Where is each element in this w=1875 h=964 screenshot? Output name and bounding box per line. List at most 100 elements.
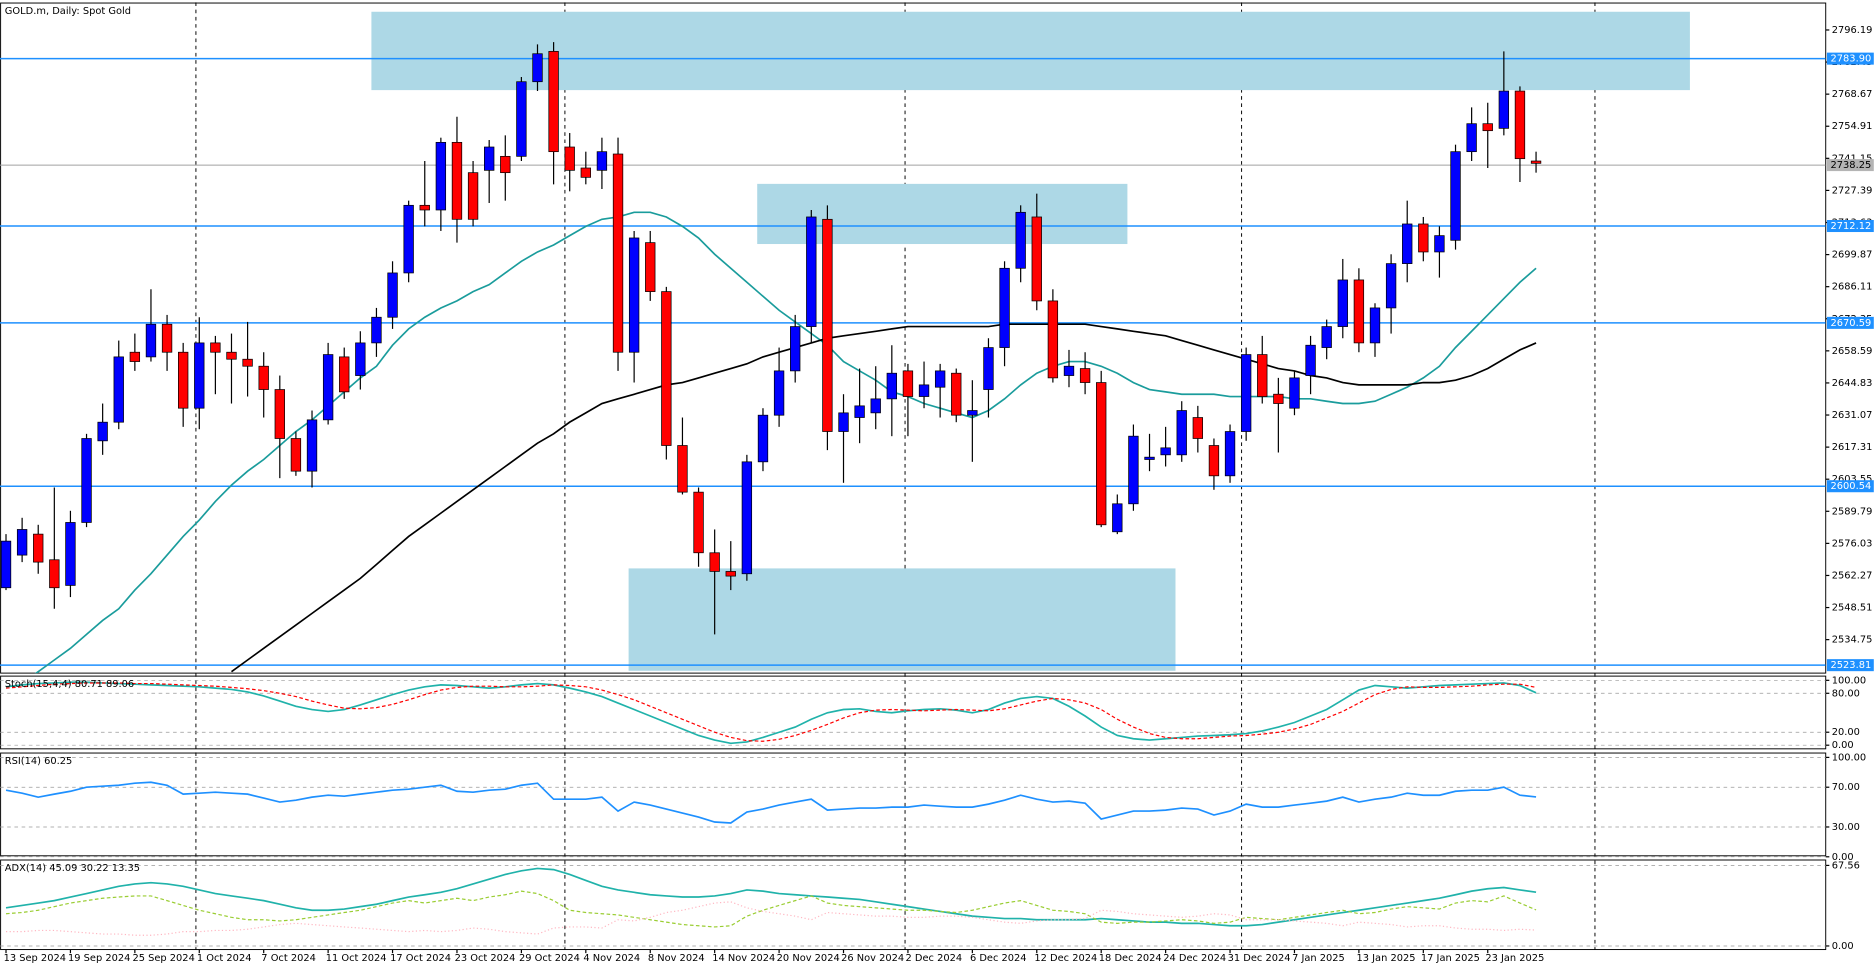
candle-body (918, 384, 930, 397)
x-tick-label: 14 Nov 2024 (712, 953, 775, 964)
candle-body (1192, 417, 1204, 439)
candle-body (773, 370, 785, 416)
candle-body (290, 438, 302, 472)
candle-body (596, 151, 608, 171)
y-tick-label: 2534.75 (1832, 635, 1873, 646)
period-separators (195, 2, 1596, 950)
candle-body (1160, 447, 1171, 456)
panel (0, 11, 1826, 674)
candle-body (1434, 235, 1445, 253)
y-tick-label: 100.00 (1832, 752, 1866, 763)
indicator-title: RSI(14) 60.25 (5, 756, 73, 767)
candle-body (999, 267, 1010, 348)
y-tick-label: 2741.15 (1832, 153, 1873, 164)
candle-body (129, 351, 141, 362)
x-tick-label: 2 Dec 2024 (906, 953, 963, 964)
candle-body (951, 372, 962, 416)
x-tick-label: 25 Sep 2024 (132, 953, 194, 964)
candle-body (886, 372, 897, 400)
panel-frame (0, 675, 1827, 750)
candle-body (484, 146, 495, 171)
level-label: 2783.90 (1831, 54, 1872, 65)
chart-title: GOLD.m, Daily: Spot Gold (5, 6, 131, 17)
y-tick-label: 100.00 (1832, 675, 1866, 686)
panel (5, 781, 1537, 824)
candle-body (580, 167, 591, 178)
candle-body (1305, 344, 1316, 376)
candle-body (806, 216, 817, 327)
candle-body (33, 533, 44, 563)
indicator-title: ADX(14) 45.09 30.22 13.35 (5, 863, 140, 874)
y-tick-label: 2768.67 (1832, 89, 1873, 100)
candle-body (435, 141, 447, 211)
y-tick-label: 0.00 (1832, 852, 1854, 863)
level-label-box (1826, 659, 1874, 672)
indicator-line (5, 890, 1537, 928)
current-price-box (1826, 159, 1874, 172)
x-tick-label: 20 Nov 2024 (777, 953, 840, 964)
candle-body (934, 370, 946, 388)
indicator-line (5, 781, 1537, 824)
x-tick-label: 6 Dec 2024 (970, 953, 1027, 964)
candle-body (16, 529, 28, 556)
candle-body (1273, 393, 1284, 404)
candle-body (306, 419, 318, 472)
panel (5, 681, 1537, 745)
candle-body (870, 398, 881, 414)
x-tick-label: 12 Dec 2024 (1034, 953, 1097, 964)
candle-body (1144, 456, 1155, 460)
candle-body (467, 172, 479, 220)
level-label-box (1826, 52, 1874, 65)
level-label: 2600.54 (1831, 481, 1872, 492)
candle-body (1112, 503, 1123, 533)
candle-body (451, 141, 463, 220)
x-tick-label: 17 Jan 2025 (1421, 953, 1480, 964)
candle-body (1369, 307, 1381, 344)
candle-body (1208, 445, 1220, 477)
y-tick-label: 2617.31 (1832, 442, 1873, 453)
y-tick-label: 2658.59 (1832, 346, 1873, 357)
y-tick-label: 0.00 (1832, 941, 1854, 952)
candle-body (1337, 279, 1348, 327)
candle-body (1079, 368, 1091, 383)
candle-body (1353, 279, 1365, 344)
candle-body (741, 461, 753, 575)
x-tick-label: 13 Jan 2025 (1356, 953, 1415, 964)
candle-body (548, 51, 559, 153)
candle-body (1240, 354, 1252, 432)
candle-body (1498, 90, 1510, 129)
x-tick-label: 4 Nov 2024 (583, 953, 640, 964)
x-tick-label: 26 Nov 2024 (841, 953, 904, 964)
zone (628, 568, 1176, 671)
indicator-line (5, 681, 1537, 745)
candle-body (258, 365, 269, 390)
y-tick-label: 2631.07 (1832, 410, 1873, 421)
x-tick-label: 31 Dec 2024 (1228, 953, 1291, 964)
candle-body (339, 356, 350, 393)
candle-body (677, 445, 688, 493)
candle-body (1530, 160, 1542, 164)
candle-body (645, 242, 656, 292)
candle-body (1257, 354, 1268, 397)
y-tick-label: 2754.91 (1832, 121, 1873, 132)
candle-body (757, 414, 769, 463)
candle-body (1063, 365, 1075, 376)
x-tick-label: 29 Oct 2024 (519, 953, 580, 964)
candle-body (709, 552, 720, 572)
y-tick-label: 2796.19 (1832, 25, 1873, 36)
candle-body (516, 81, 527, 157)
y-tick-label: 67.56 (1832, 860, 1860, 871)
y-tick-label: 70.00 (1832, 782, 1860, 793)
x-tick-label: 8 Nov 2024 (648, 953, 705, 964)
level-label: 2670.59 (1831, 318, 1872, 329)
candle-body (1321, 326, 1332, 348)
candle-body (274, 389, 285, 439)
x-tick-label: 24 Dec 2024 (1163, 953, 1226, 964)
indicator-line (5, 867, 1537, 927)
candle-body (693, 491, 704, 554)
candle-body (1047, 300, 1059, 379)
candle-body (161, 323, 173, 353)
candle-body (1096, 382, 1107, 526)
